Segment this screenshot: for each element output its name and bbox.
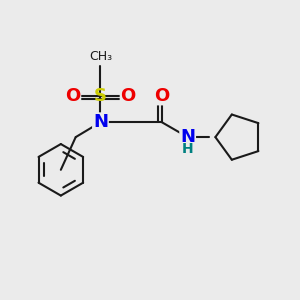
Text: O: O [154,86,170,104]
Text: N: N [93,113,108,131]
Text: S: S [94,86,107,104]
Text: CH₃: CH₃ [89,50,112,63]
Text: H: H [182,142,194,156]
Text: O: O [121,86,136,104]
Text: N: N [180,128,195,146]
Text: O: O [65,86,80,104]
